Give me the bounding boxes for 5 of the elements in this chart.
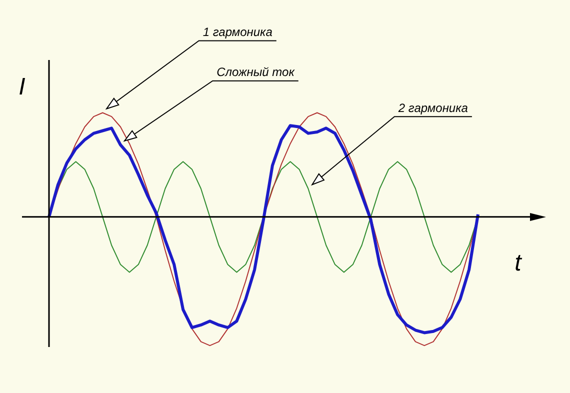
text: 1 гармоника [202, 25, 273, 40]
text: Сложный ток [216, 65, 296, 80]
y-axis-title: I [18, 74, 26, 101]
x-axis-title: t [514, 250, 523, 277]
text: 2 гармоника [397, 100, 468, 115]
